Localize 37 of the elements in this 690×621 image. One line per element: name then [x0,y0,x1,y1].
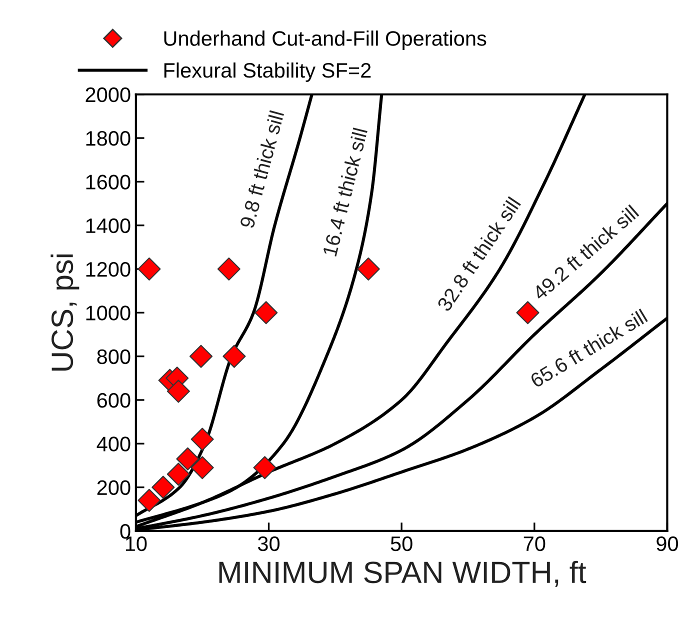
point [356,257,380,281]
y-axis-title: UCS, psi [50,254,80,371]
annotation: 49.2 ft thick sill [531,204,640,302]
y-tick-label: 1800 [86,131,130,146]
x-tick-label: 50 [390,536,412,552]
y-tick-label: 600 [97,392,130,408]
point [152,476,175,499]
point [222,344,246,368]
legend-label: Underhand Cut-and-Fill Operations [164,30,486,50]
x-tick-label: 30 [258,536,280,552]
x-tick-label: 90 [656,536,678,552]
x-axis-title: MINIMUM SPAN WIDTH, ft [219,560,586,587]
point [516,301,540,324]
y-tick-label: 1600 [86,174,130,190]
point [253,456,276,480]
point [138,488,161,512]
y-tick-label: 400 [96,436,130,452]
y-tick-label: 2000 [86,87,130,102]
point [217,257,240,281]
x-tick-label: 70 [524,536,546,552]
point [190,428,214,451]
y-tick-label: 1200 [86,262,130,277]
point [176,447,200,470]
y-tick-label: 200 [97,480,130,496]
annotation: 16.4 ft thick sill [322,128,368,257]
annotation: 9.8 ft thick sill [239,110,284,229]
point [138,257,161,281]
y-tick-label: 1400 [86,218,130,234]
y-tick-label: 1000 [86,306,130,320]
point [254,301,278,324]
point [189,344,213,368]
point [190,456,214,480]
point [166,462,190,486]
point [166,380,190,403]
y-tick-label: 800 [97,349,130,364]
legend-label: Flexural Stability SF=2 [164,62,371,82]
annotation: 65.6 ft thick sill [529,308,648,388]
